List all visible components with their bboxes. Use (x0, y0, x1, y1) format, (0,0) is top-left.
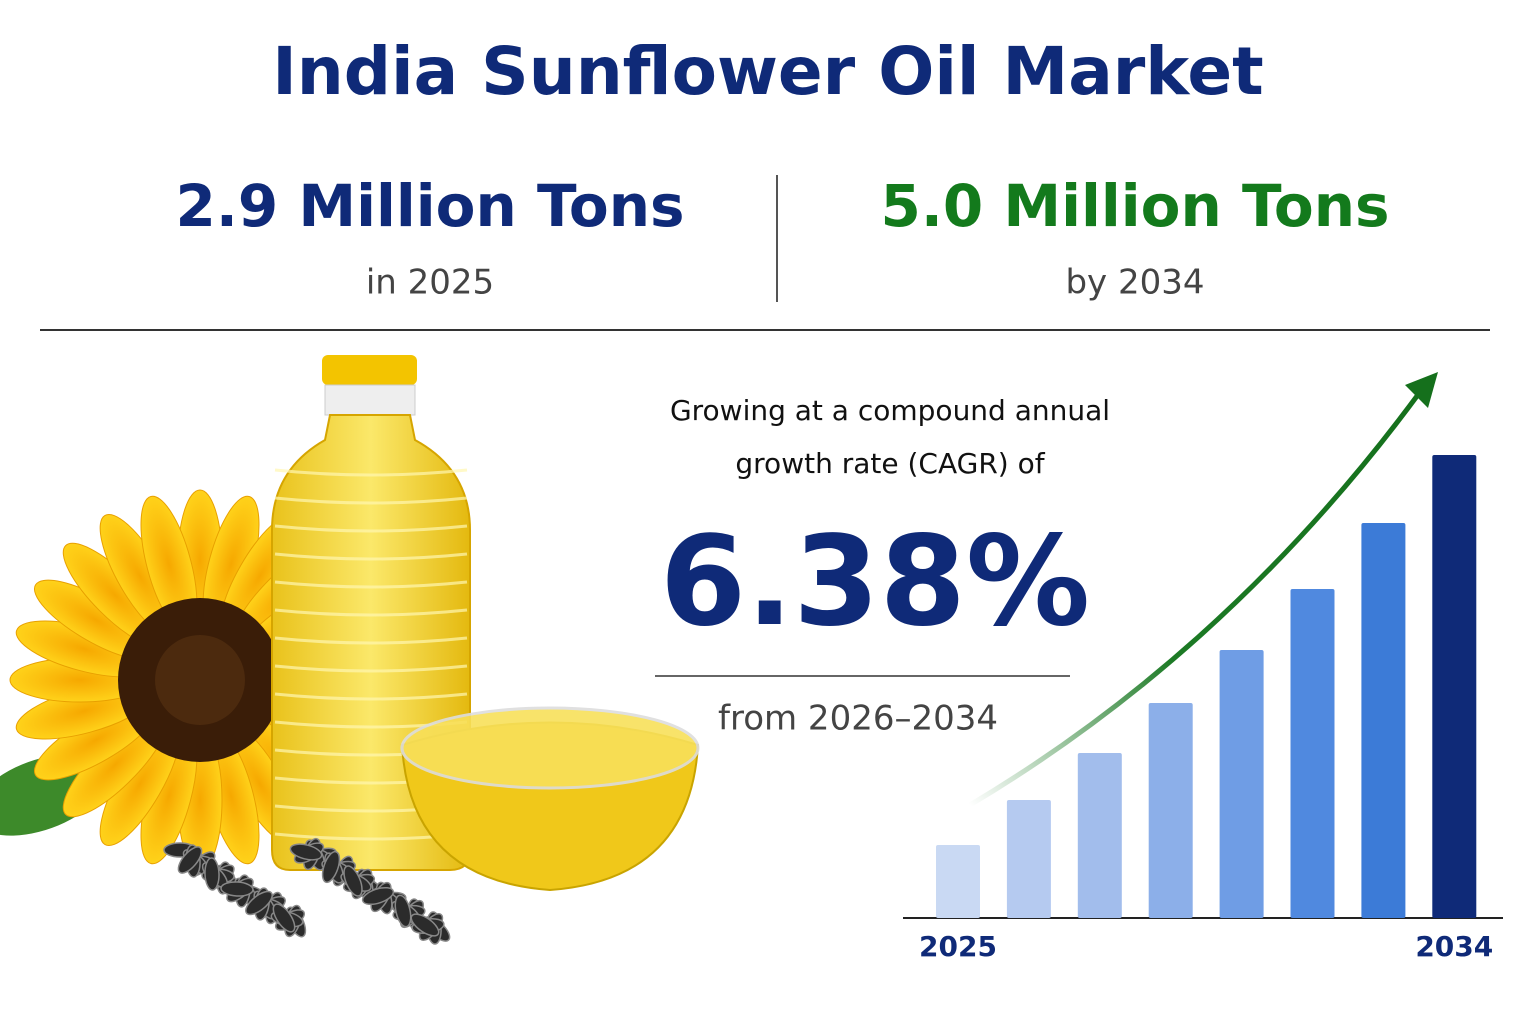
illustration (0, 355, 700, 945)
cagr-value: 6.38% (660, 510, 1090, 654)
cagr-period: from 2026–2034 (718, 699, 998, 739)
seed (343, 865, 363, 897)
bottle-ridge (274, 524, 468, 533)
stat-value: 2.9 Million Tons (175, 172, 684, 240)
seed (204, 857, 220, 891)
seed (361, 886, 395, 906)
bar (1006, 800, 1051, 918)
bar (936, 845, 980, 918)
bottle-ridge (274, 664, 468, 673)
bottle-ridge (274, 580, 468, 589)
bar (1077, 753, 1122, 918)
x-tick-label: 2034 (1415, 930, 1493, 963)
stat-label: in 2025 (366, 263, 494, 303)
trend-arrowhead (1405, 372, 1438, 408)
bottle-ridge (274, 552, 468, 561)
bottle-ridge (274, 692, 468, 701)
seed (177, 846, 203, 874)
seed (289, 843, 323, 861)
bottle-ridge (274, 636, 468, 645)
stat-label: by 2034 (1065, 263, 1204, 303)
seed (394, 894, 412, 928)
seed (321, 850, 341, 884)
cagr-intro: Growing at a compound annual (670, 394, 1110, 427)
stat-value: 5.0 Million Tons (880, 172, 1389, 240)
seed (272, 903, 296, 933)
bar (1148, 703, 1193, 918)
bar (1219, 650, 1264, 918)
seed (220, 881, 254, 897)
bar (1290, 589, 1335, 918)
seed (410, 913, 440, 937)
bottle-ridge (274, 496, 468, 505)
bar (1432, 455, 1477, 918)
trend-arrow (968, 390, 1423, 808)
bottle-ridge (274, 468, 468, 477)
x-tick-label: 2025 (919, 930, 997, 963)
cagr-intro: growth rate (CAGR) of (735, 447, 1045, 480)
bottle-ridge (274, 608, 468, 617)
seed (245, 890, 273, 916)
title: India Sunflower Oil Market (272, 33, 1263, 110)
bar (1361, 523, 1406, 918)
